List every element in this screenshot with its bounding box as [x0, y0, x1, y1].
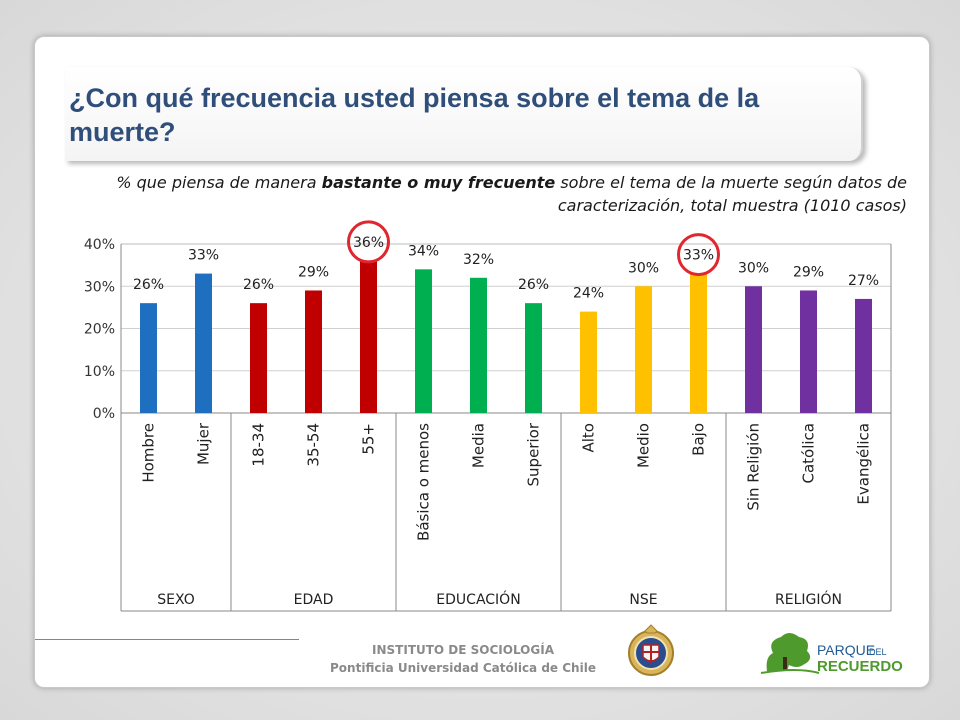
- bar: [635, 286, 652, 413]
- category-label: 18-34: [250, 423, 268, 467]
- category-label: Evangélica: [855, 423, 873, 505]
- group-label: NSE: [629, 592, 657, 608]
- data-label: 32%: [463, 252, 494, 268]
- category-label: Básica o menos: [415, 423, 433, 541]
- institute-name: INSTITUTO DE SOCIOLOGÍA: [372, 643, 554, 657]
- logo-word-3: RECUERDO: [817, 658, 903, 675]
- category-label: Media: [470, 423, 488, 468]
- category-label: 55+: [360, 423, 378, 455]
- category-label: Mujer: [195, 422, 213, 465]
- highlight-circle: [347, 220, 390, 264]
- bar: [195, 273, 212, 413]
- y-tick-label: 0%: [93, 406, 115, 422]
- group-label: RELIGIÓN: [775, 590, 842, 608]
- group-label: EDUCACIÓN: [436, 590, 520, 608]
- parque-del-recuerdo-logo: PARQUE DEL RECUERDO: [760, 633, 903, 675]
- category-label: Hombre: [140, 423, 158, 483]
- category-label: 35-54: [305, 423, 323, 467]
- data-label: 30%: [738, 260, 769, 276]
- data-label: 29%: [793, 264, 824, 280]
- slide-frame: ¿Con qué frecuencia usted piensa sobre e…: [34, 36, 930, 688]
- bar: [470, 277, 487, 413]
- footer-divider: [35, 639, 299, 640]
- y-tick-label: 20%: [84, 322, 115, 338]
- category-label: Sin Religión: [745, 423, 763, 511]
- category-label: Superior: [525, 422, 543, 486]
- subtitle-part1: % que piensa de manera: [116, 173, 322, 192]
- bar: [305, 290, 322, 413]
- data-label: 36%: [353, 235, 384, 251]
- logo-word-2: DEL: [869, 647, 887, 657]
- subtitle-part2: sobre el tema de la muerte según datos d…: [555, 173, 907, 215]
- bar: [855, 298, 872, 413]
- y-tick-label: 30%: [84, 279, 115, 295]
- y-tick-label: 40%: [84, 237, 115, 253]
- data-label: 26%: [133, 277, 164, 293]
- data-label: 26%: [243, 277, 274, 293]
- data-label: 26%: [518, 277, 549, 293]
- logo-word-1: PARQUE: [817, 642, 875, 658]
- category-label: Católica: [800, 423, 818, 484]
- subtitle-emphasis: bastante o muy frecuente: [321, 173, 556, 192]
- bar: [580, 311, 597, 413]
- group-label: SEXO: [157, 592, 194, 608]
- title-box: [65, 67, 863, 161]
- bar: [690, 273, 707, 413]
- data-label: 33%: [188, 248, 219, 264]
- bar: [250, 303, 267, 413]
- data-label: 27%: [848, 273, 879, 289]
- category-label: Medio: [635, 423, 653, 468]
- data-label: 24%: [573, 286, 604, 302]
- footer-institution: INSTITUTO DE SOCIOLOGÍA Pontificia Unive…: [303, 641, 623, 677]
- category-label: Alto: [580, 423, 598, 453]
- bar: [525, 303, 542, 413]
- data-label: 34%: [408, 243, 439, 259]
- y-tick-label: 10%: [84, 364, 115, 380]
- data-label: 30%: [628, 260, 659, 276]
- page-title: ¿Con qué frecuencia usted piensa sobre e…: [69, 83, 760, 147]
- category-label: Bajo: [690, 423, 708, 456]
- bar: [360, 260, 377, 413]
- bar: [140, 303, 157, 413]
- university-name: Pontificia Universidad Católica de Chile: [330, 661, 596, 675]
- bar: [415, 269, 432, 413]
- data-label: 33%: [683, 248, 714, 264]
- chart-subtitle: % que piensa de manera bastante o muy fr…: [95, 171, 907, 217]
- bar: [745, 286, 762, 413]
- highlight-circle: [677, 233, 720, 277]
- university-seal-icon: [628, 624, 674, 676]
- bar: [800, 290, 817, 413]
- data-label: 29%: [298, 264, 329, 280]
- bar-chart: 0% 10% 20% 30% 40% SEXO EDAD EDUCACIÓN NSE RELIGI…: [84, 220, 892, 612]
- group-label: EDAD: [294, 592, 334, 608]
